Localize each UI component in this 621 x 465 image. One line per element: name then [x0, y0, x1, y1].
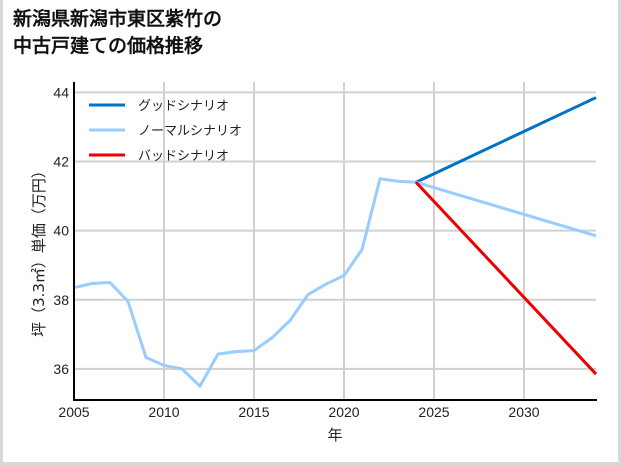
x-tick-labels: 2005 2010 2015 2020 2025 2030 — [58, 404, 539, 420]
x-tick-label: 2025 — [418, 404, 449, 420]
y-tick-label: 36 — [53, 361, 69, 377]
axes — [73, 82, 597, 401]
good-scenario-line — [415, 96, 597, 184]
y-axis-label: 坪（3.3㎡）単価（万円） — [30, 163, 48, 337]
x-tick-label: 2020 — [328, 404, 359, 420]
historical-line — [73, 177, 417, 388]
data-lines — [73, 96, 598, 388]
x-tick-label: 2015 — [238, 404, 269, 420]
legend-label: バッドシナリオ — [138, 149, 229, 164]
y-tick-label: 38 — [53, 292, 69, 308]
legend-label: ノーマルシナリオ — [138, 124, 242, 139]
x-tick-label: 2005 — [58, 404, 89, 420]
normal-scenario-line — [415, 180, 597, 238]
y-tick-label: 42 — [53, 154, 69, 170]
x-tick-label: 2030 — [508, 404, 539, 420]
legend-label: グッドシナリオ — [138, 99, 229, 114]
grid-lines — [73, 82, 596, 400]
bad-scenario-line — [414, 181, 598, 376]
legend-item-bad: バッドシナリオ — [89, 149, 229, 164]
y-tick-label: 40 — [53, 223, 69, 239]
legend-item-normal: ノーマルシナリオ — [89, 124, 242, 139]
x-tick-label: 2010 — [148, 404, 179, 420]
chart-title: 新潟県新潟市東区紫竹の 中古戸建ての価格推移 — [13, 6, 222, 60]
y-tick-label: 44 — [53, 84, 69, 100]
legend-item-good: グッドシナリオ — [89, 99, 229, 114]
chart-title-line1: 新潟県新潟市東区紫竹の — [13, 8, 223, 30]
chart-title-line2: 中古戸建ての価格推移 — [13, 35, 204, 57]
x-axis-label: 年 — [327, 426, 342, 444]
y-tick-labels: 36 38 40 42 44 — [53, 84, 69, 377]
